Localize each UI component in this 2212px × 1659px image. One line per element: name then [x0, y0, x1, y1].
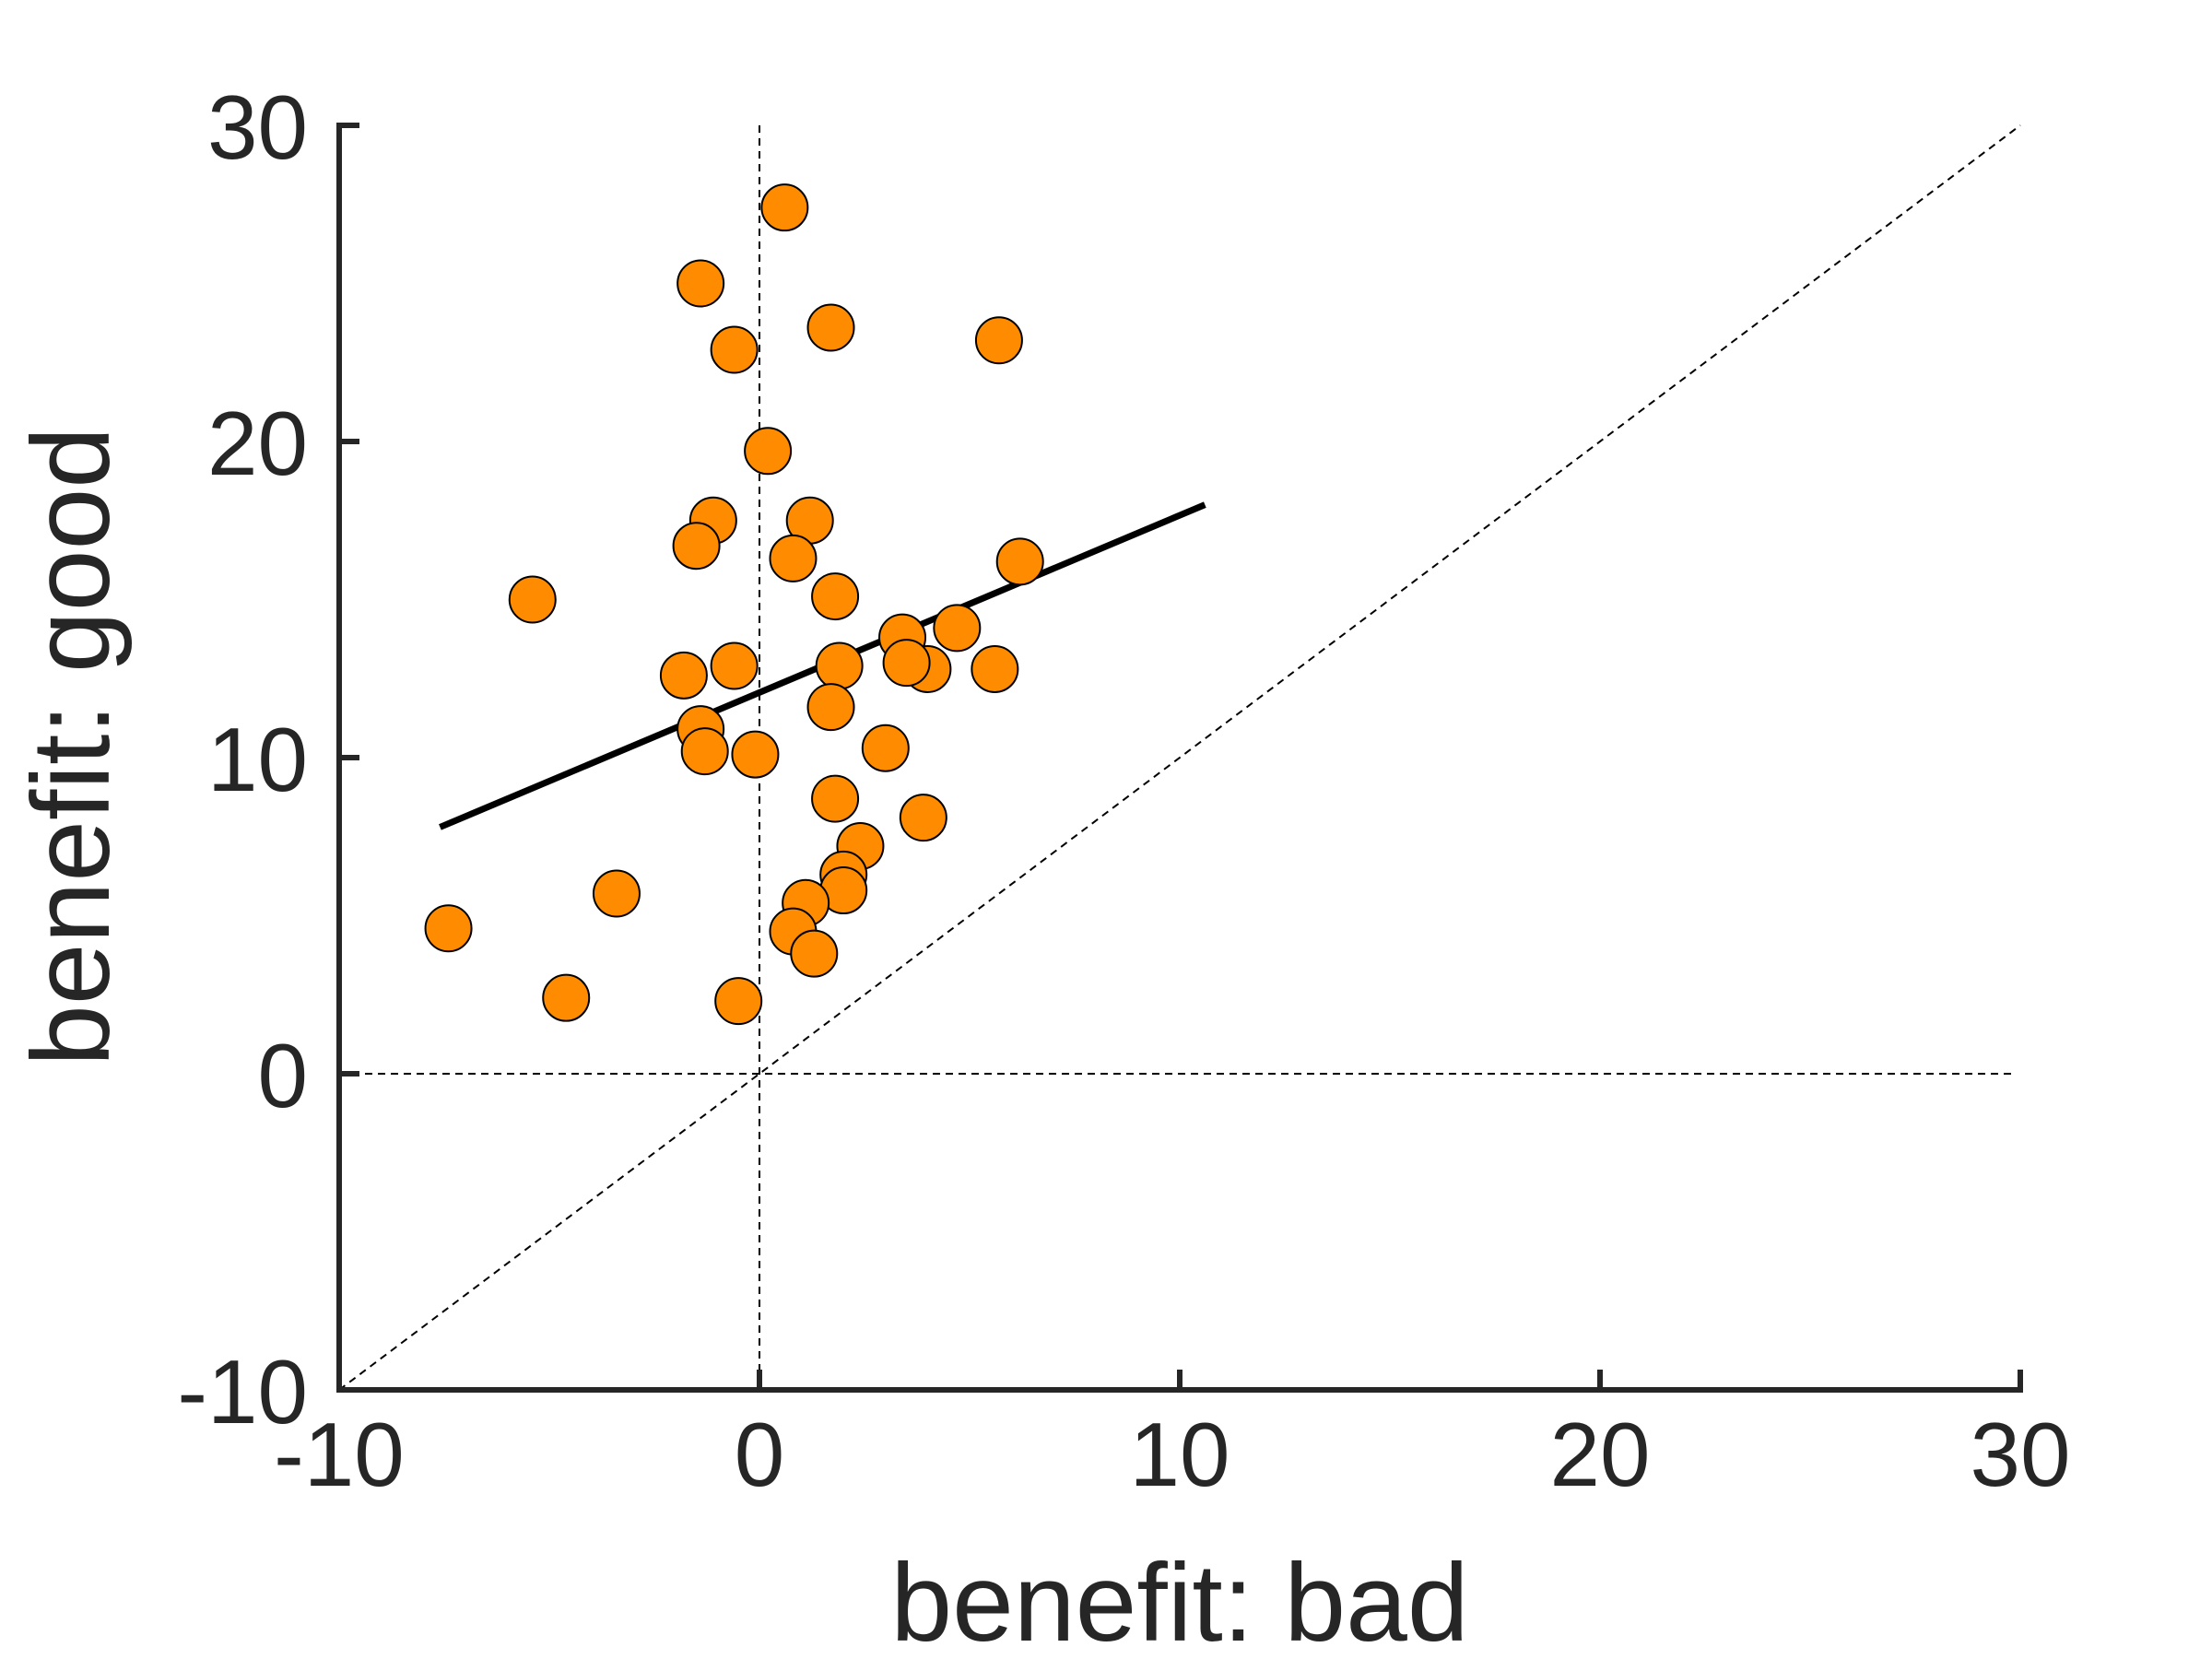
data-point: [933, 604, 982, 653]
y-tick-label: 30: [207, 76, 308, 178]
x-tick-label: 0: [735, 1404, 785, 1505]
data-point: [677, 259, 725, 308]
data-point: [806, 683, 855, 732]
x-tick-label: 10: [1129, 1404, 1230, 1505]
data-point: [811, 774, 860, 823]
data-point: [659, 651, 708, 700]
y-tick-label: 20: [207, 393, 308, 494]
data-point: [542, 973, 591, 1022]
x-tick-label: 30: [1970, 1404, 2070, 1505]
y-axis-label: benefit: good: [9, 427, 133, 1066]
data-point: [710, 325, 759, 374]
data-point: [508, 575, 557, 624]
data-point: [806, 303, 855, 352]
data-point: [710, 641, 759, 690]
data-point: [882, 639, 931, 688]
data-point: [769, 534, 818, 582]
data-point: [424, 904, 473, 953]
x-axis-label: benefit: bad: [890, 1541, 1468, 1659]
data-point: [974, 316, 1023, 365]
data-point: [760, 183, 809, 232]
data-point: [680, 727, 729, 776]
y-tick-labels: -10 0 10 20 30: [177, 76, 308, 1442]
data-point: [731, 730, 780, 779]
reference-lines: [338, 124, 2021, 1391]
data-point: [714, 977, 763, 1026]
x-tick-label: 20: [1549, 1404, 1650, 1505]
y-tick-label: 10: [207, 709, 308, 810]
data-point: [815, 641, 864, 690]
y-tick-label: 0: [257, 1025, 308, 1126]
data-point: [744, 427, 793, 476]
data-points: [424, 183, 1044, 1026]
data-point: [899, 794, 947, 842]
data-point: [861, 724, 910, 772]
axes: [336, 123, 2023, 1393]
identity-diagonal-line: [338, 124, 2021, 1391]
y-tick-label: -10: [177, 1341, 308, 1442]
data-point: [995, 537, 1044, 586]
data-point: [592, 869, 641, 918]
data-point: [811, 572, 860, 621]
data-point: [790, 929, 839, 978]
data-point: [971, 644, 1019, 693]
x-tick-label: -10: [274, 1404, 405, 1505]
x-tick-labels: -10 0 10 20 30: [274, 1404, 2070, 1505]
data-point: [672, 522, 721, 571]
